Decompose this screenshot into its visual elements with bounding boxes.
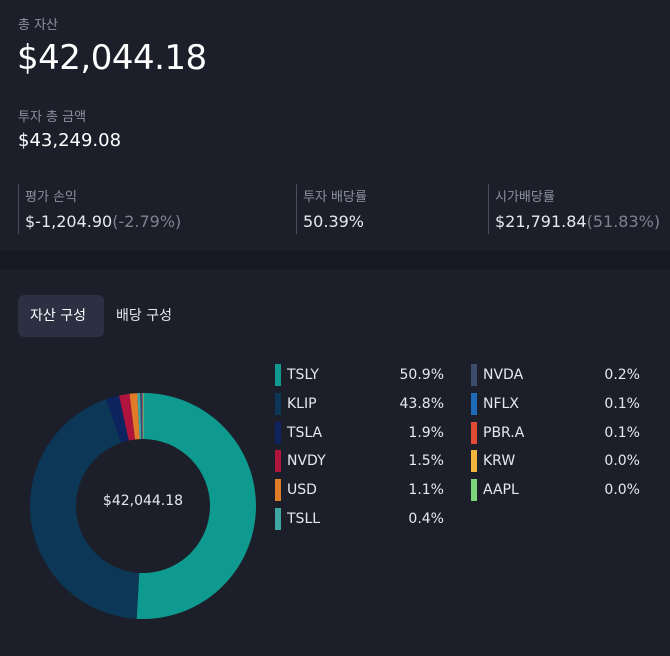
donut-slice-pbr-a[interactable] — [142, 393, 143, 440]
stat-market-yield-pct: (51.83%) — [586, 212, 661, 231]
legend-percent: 0.2% — [604, 367, 640, 383]
legend-percent: 0.0% — [604, 453, 640, 470]
legend-item-usd[interactable]: USD 1.1% — [275, 479, 444, 502]
legend-name: TSLL — [287, 511, 321, 527]
legend-item-nvdy[interactable]: NVDY 1.5% — [275, 450, 444, 473]
legend-name: KLIP — [287, 395, 317, 412]
donut-slice-nvda[interactable] — [140, 393, 143, 440]
legend-percent: 50.9% — [399, 367, 444, 383]
legend-name: TSLA — [287, 424, 323, 441]
stat-eval-pl: 평가 손익 $-1,204.90(-2.79%) — [18, 184, 295, 234]
legend-swatch — [471, 421, 477, 444]
donut-slice-nvdy[interactable] — [119, 393, 136, 441]
legend-swatch — [275, 479, 281, 502]
legend-swatch — [275, 508, 281, 530]
legend-item-tsla[interactable]: TSLA 1.9% — [275, 421, 444, 444]
legend-item-nflx[interactable]: NFLX 0.1% — [471, 392, 640, 415]
asset-donut-chart — [30, 393, 256, 619]
stat-market-yield-label: 시가배당률 — [495, 190, 555, 205]
legend-swatch — [471, 364, 477, 386]
legend-swatch — [471, 450, 477, 473]
tab-dividend-composition[interactable]: 배당 구성 — [116, 308, 172, 324]
invest-total-label: 투자 총 금액 — [18, 110, 87, 125]
legend-name: USD — [287, 482, 317, 499]
legend-swatch — [275, 450, 281, 473]
stat-invest-yield-label: 투자 배당률 — [303, 190, 367, 205]
donut-slice-nflx[interactable] — [141, 393, 143, 440]
legend-swatch — [275, 392, 281, 415]
legend-percent: 0.1% — [604, 424, 640, 441]
legend-percent: 0.4% — [408, 511, 444, 527]
legend-name: AAPL — [483, 482, 519, 499]
legend-percent: 1.1% — [408, 482, 444, 499]
total-assets-value: $42,044.18 — [17, 38, 207, 78]
total-assets-label: 총 자산 — [18, 18, 59, 33]
legend-percent: 0.0% — [604, 482, 640, 499]
invest-total-value: $43,249.08 — [18, 130, 122, 151]
stat-eval-pl-value: $-1,204.90(-2.79%) — [25, 212, 295, 231]
legend-swatch — [471, 479, 477, 502]
legend-name: PBR.A — [483, 424, 525, 441]
legend-swatch — [471, 392, 477, 415]
stat-eval-pl-pct: (-2.79%) — [112, 212, 182, 231]
legend-name: NVDY — [287, 453, 326, 470]
stat-eval-pl-label: 평가 손익 — [25, 190, 77, 205]
stat-invest-yield-value: 50.39% — [303, 212, 483, 231]
summary-panel: 총 자산 $42,044.18 투자 총 금액 $43,249.08 평가 손익… — [0, 0, 670, 251]
legend-item-pbr-a[interactable]: PBR.A 0.1% — [471, 421, 640, 444]
stat-market-yield: 시가배당률 $21,791.84(51.83%) — [488, 184, 665, 234]
legend-item-tsly[interactable]: TSLY 50.9% — [275, 364, 444, 386]
legend-swatch — [275, 421, 281, 444]
donut-slice-tsla[interactable] — [106, 395, 129, 443]
legend-item-aapl[interactable]: AAPL 0.0% — [471, 479, 640, 502]
stat-market-yield-value: $21,791.84(51.83%) — [495, 212, 665, 231]
donut-center-value: $42,044.18 — [102, 493, 184, 509]
donut-slice-tsly[interactable] — [136, 393, 256, 619]
legend-item-krw[interactable]: KRW 0.0% — [471, 450, 640, 473]
donut-slice-usd[interactable] — [129, 393, 140, 440]
stat-eval-pl-amount: $-1,204.90 — [25, 212, 113, 231]
legend-name: NVDA — [483, 367, 524, 383]
legend-swatch — [275, 364, 281, 386]
legend-item-nvda[interactable]: NVDA 0.2% — [471, 364, 640, 386]
legend-percent: 1.9% — [408, 424, 444, 441]
stat-invest-yield: 투자 배당률 50.39% — [296, 184, 483, 234]
donut-slice-tsll[interactable] — [137, 393, 142, 440]
legend-name: NFLX — [483, 395, 519, 412]
legend-item-tsll[interactable]: TSLL 0.4% — [275, 508, 444, 530]
legend-name: TSLY — [287, 367, 319, 383]
stat-market-yield-amount: $21,791.84 — [495, 212, 587, 231]
tab-asset-composition[interactable]: 자산 구성 — [18, 295, 104, 337]
stat-invest-yield-amount: 50.39% — [303, 212, 365, 231]
legend-percent: 0.1% — [604, 395, 640, 412]
donut-slice-klip[interactable] — [30, 399, 140, 619]
legend-item-klip[interactable]: KLIP 43.8% — [275, 392, 444, 415]
legend-percent: 43.8% — [399, 395, 444, 412]
legend-name: KRW — [483, 453, 516, 470]
legend-percent: 1.5% — [408, 453, 444, 470]
section-divider — [0, 251, 670, 269]
